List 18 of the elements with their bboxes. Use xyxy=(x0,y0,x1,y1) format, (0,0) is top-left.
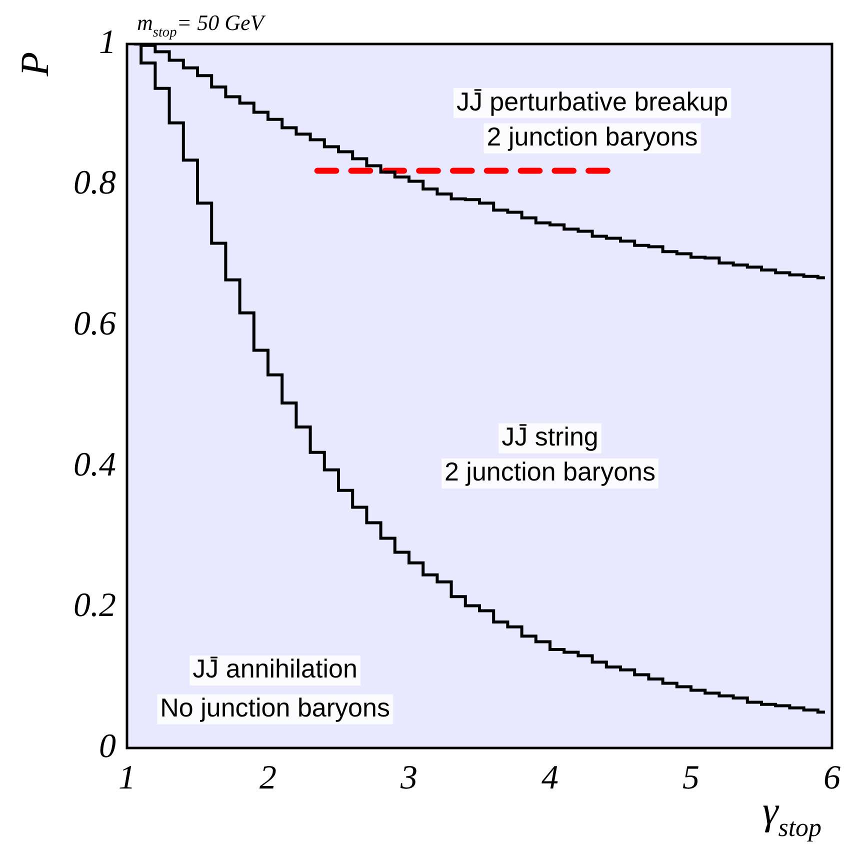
x-tick-label: 5 xyxy=(682,759,700,796)
x-tick-label: 2 xyxy=(260,759,276,796)
annotation: JJ̄ perturbative breakup xyxy=(456,86,728,116)
y-tick-label: 0.8 xyxy=(74,164,116,202)
y-tick-label: 1 xyxy=(99,24,116,61)
annotation: JJ̄ annihilation xyxy=(192,654,358,684)
x-tick-label: 4 xyxy=(542,759,558,796)
x-tick-label: 3 xyxy=(400,759,418,796)
annotation: No junction baryons xyxy=(160,692,390,722)
annotation: JJ̄ string xyxy=(502,421,598,452)
y-axis-title: P xyxy=(12,52,57,78)
y-tick-label: 0.4 xyxy=(74,446,116,484)
annotation: 2 junction baryons xyxy=(486,122,698,152)
annotation: 2 junction baryons xyxy=(444,456,656,487)
y-tick-label: 0.6 xyxy=(74,306,116,343)
x-tick-label: 6 xyxy=(824,759,840,796)
y-tick-label: 0.2 xyxy=(74,587,116,624)
y-tick-label: 0 xyxy=(99,728,116,765)
